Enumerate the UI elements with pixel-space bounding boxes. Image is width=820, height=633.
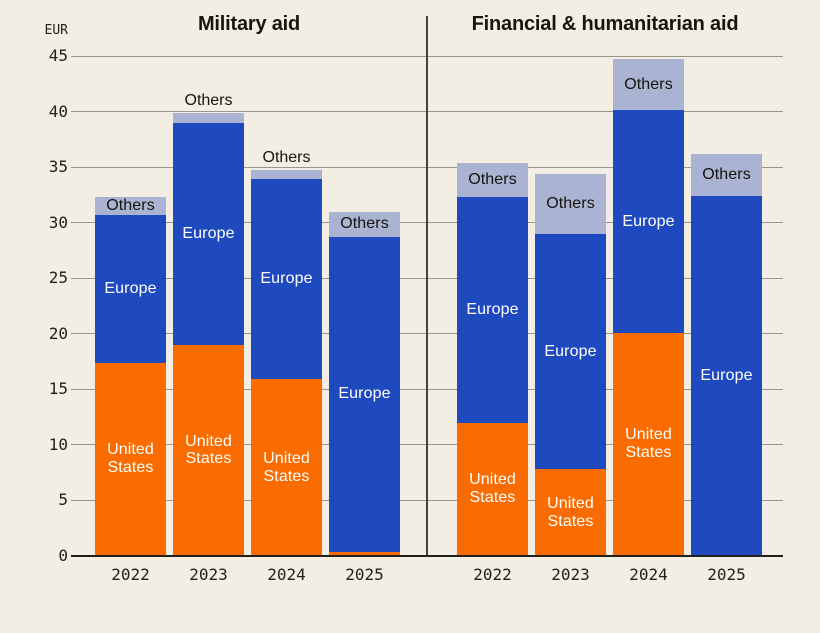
- segment-label-others-above-bar: Others: [184, 91, 233, 109]
- bar-segment-europe-2024: Europe: [251, 179, 322, 380]
- segment-label-united-states: United States: [263, 449, 310, 485]
- bar-segment-europe-2023: Europe: [173, 122, 244, 345]
- segment-label-united-states: United States: [547, 494, 594, 530]
- bar-segment-others-2023: Others: [535, 173, 606, 234]
- tick-label-40: 40: [48, 101, 68, 121]
- tick-label-25: 25: [48, 268, 68, 288]
- bar-segment-united-states-2025: [329, 551, 400, 556]
- tick-label-15: 15: [48, 379, 68, 399]
- bar-segment-united-states-2022: United States: [457, 422, 528, 556]
- bar-segment-united-states-2023: United States: [173, 344, 244, 556]
- segment-label-others: Others: [106, 197, 155, 215]
- tick-label-45: 45: [48, 46, 68, 65]
- segment-label-europe: Europe: [700, 367, 753, 385]
- bar-segment-others-2022: Others: [457, 162, 528, 198]
- segment-label-others: Others: [546, 194, 595, 212]
- segment-label-others: Others: [624, 75, 673, 93]
- tick-label-20: 20: [48, 323, 68, 343]
- panel-title-financial: Financial & humanitarian aid: [471, 13, 739, 35]
- x-axis-baseline: [71, 555, 783, 557]
- segment-label-europe: Europe: [544, 342, 597, 360]
- bar-segment-united-states-2024: United States: [251, 379, 322, 556]
- bar-segment-others-2024: Others: [613, 59, 684, 111]
- tick-label-30: 30: [48, 212, 68, 232]
- bar-segment-united-states-2024: United States: [613, 332, 684, 556]
- tick-label-35: 35: [48, 157, 68, 177]
- segment-label-europe: Europe: [466, 300, 519, 318]
- tick-label-5: 5: [58, 490, 68, 510]
- bar-segment-europe-2022: Europe: [95, 214, 166, 363]
- axis-unit-label: EUR: [44, 23, 68, 38]
- bar-segment-europe-2023: Europe: [535, 233, 606, 470]
- segment-label-others: Others: [702, 165, 751, 183]
- panel-divider-line: [426, 16, 428, 556]
- year-label-2025: 2025: [707, 565, 746, 584]
- year-label-2023: 2023: [551, 565, 590, 584]
- segment-label-europe: Europe: [260, 270, 313, 288]
- tick-label-10: 10: [48, 434, 68, 454]
- year-label-2022: 2022: [473, 565, 512, 584]
- bar-segment-others-2025: Others: [691, 153, 762, 196]
- bar-segment-europe-2024: Europe: [613, 110, 684, 333]
- segment-label-others-above-bar: Others: [262, 149, 311, 167]
- segment-label-united-states: United States: [185, 432, 232, 468]
- year-label-2022: 2022: [111, 565, 150, 584]
- year-label-2025: 2025: [345, 565, 384, 584]
- bar-segment-united-states-2022: United States: [95, 362, 166, 556]
- year-label-2023: 2023: [189, 565, 228, 584]
- segment-label-united-states: United States: [625, 426, 672, 462]
- segment-label-others: Others: [468, 170, 517, 188]
- segment-label-europe: Europe: [622, 212, 675, 230]
- bar-segment-europe-2025: Europe: [329, 237, 400, 552]
- segment-label-europe: Europe: [104, 279, 157, 297]
- bar-segment-others-2025: Others: [329, 211, 400, 238]
- bar-segment-others-2022: Others: [95, 197, 166, 215]
- bar-segment-others-2024: [251, 170, 322, 180]
- segment-label-europe: Europe: [338, 385, 391, 403]
- year-label-2024: 2024: [629, 565, 668, 584]
- segment-label-united-states: United States: [469, 471, 516, 507]
- segment-label-europe: Europe: [182, 224, 235, 242]
- segment-label-others: Others: [340, 215, 389, 233]
- panel-title-military: Military aid: [197, 13, 301, 35]
- year-label-2024: 2024: [267, 565, 306, 584]
- bar-segment-united-states-2023: United States: [535, 469, 606, 556]
- tick-label-0: 0: [58, 546, 68, 565]
- bar-segment-europe-2022: Europe: [457, 197, 528, 423]
- bar-segment-europe-2025: Europe: [691, 196, 762, 556]
- segment-label-united-states: United States: [107, 441, 154, 477]
- bar-segment-others-2023: [173, 112, 244, 123]
